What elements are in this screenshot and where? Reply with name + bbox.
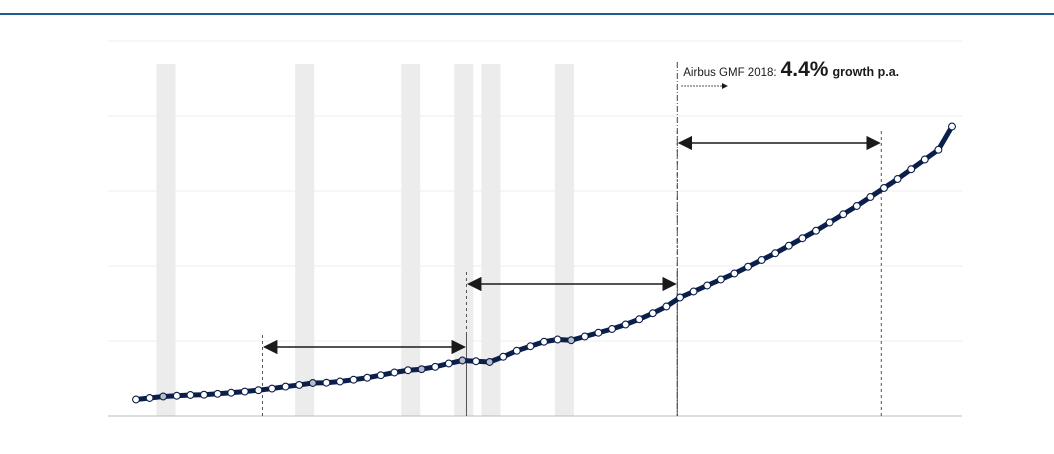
data-point — [934, 145, 943, 154]
data-point — [526, 342, 535, 351]
forecast-suffix: growth p.a. — [832, 65, 899, 79]
data-point — [907, 165, 916, 174]
data-point — [553, 335, 562, 344]
data-point — [499, 352, 508, 361]
data-point — [295, 381, 304, 389]
data-point — [485, 358, 494, 366]
data-point — [281, 382, 290, 391]
data-point — [159, 392, 168, 401]
data-point — [227, 388, 236, 397]
data-point — [648, 309, 657, 318]
data-point — [920, 155, 929, 164]
data-point — [812, 226, 820, 235]
data-point — [431, 362, 440, 371]
data-point — [200, 390, 208, 399]
data-point — [621, 320, 630, 329]
data-point — [757, 256, 766, 264]
data-point — [689, 287, 698, 296]
data-point — [567, 336, 576, 345]
crisis-band — [401, 64, 421, 416]
data-point — [132, 395, 140, 404]
data-point — [172, 391, 181, 400]
data-point — [730, 269, 739, 278]
data-point — [852, 202, 861, 210]
data-point — [254, 386, 263, 395]
data-point — [363, 373, 372, 382]
data-point — [186, 391, 195, 399]
crisis-band — [554, 64, 574, 416]
data-point — [744, 262, 752, 271]
top-rule — [0, 13, 1054, 15]
data-point — [893, 175, 902, 183]
data-point — [540, 337, 548, 346]
data-point — [635, 315, 644, 324]
data-point — [458, 356, 467, 365]
data-point — [839, 210, 848, 219]
data-point — [240, 387, 249, 396]
data-point — [145, 394, 154, 402]
data-point — [268, 384, 276, 393]
data-point — [948, 122, 956, 131]
forecast-annotation: Airbus GMF 2018: 4.4% growth p.a. — [683, 58, 899, 81]
data-point — [866, 193, 875, 201]
data-point — [580, 332, 589, 341]
crisis-band — [295, 64, 315, 416]
data-point — [322, 378, 331, 387]
data-point — [390, 368, 399, 377]
data-point — [404, 366, 412, 375]
data-point — [784, 241, 793, 250]
data-point — [608, 325, 616, 333]
data-point — [349, 375, 358, 384]
data-point — [662, 302, 671, 311]
data-point — [472, 357, 480, 366]
forecast-source: Airbus GMF 2018: — [683, 67, 776, 79]
forecast-rate: 4.4% — [781, 58, 829, 81]
data-point — [880, 184, 888, 192]
data-point — [676, 293, 684, 302]
data-point — [376, 371, 385, 380]
data-point — [336, 377, 344, 386]
crisis-band — [454, 64, 474, 416]
series-line — [133, 124, 955, 402]
data-point — [213, 389, 222, 398]
data-point — [594, 328, 603, 337]
data-point — [512, 346, 521, 355]
crisis-band — [481, 64, 501, 416]
data-point — [444, 359, 453, 368]
data-point — [417, 365, 426, 374]
data-point — [703, 281, 712, 290]
data-point — [716, 275, 725, 284]
crisis-band — [156, 64, 176, 416]
data-point — [825, 218, 834, 227]
data-point — [771, 249, 780, 258]
data-point — [798, 234, 807, 243]
data-point — [308, 379, 317, 387]
